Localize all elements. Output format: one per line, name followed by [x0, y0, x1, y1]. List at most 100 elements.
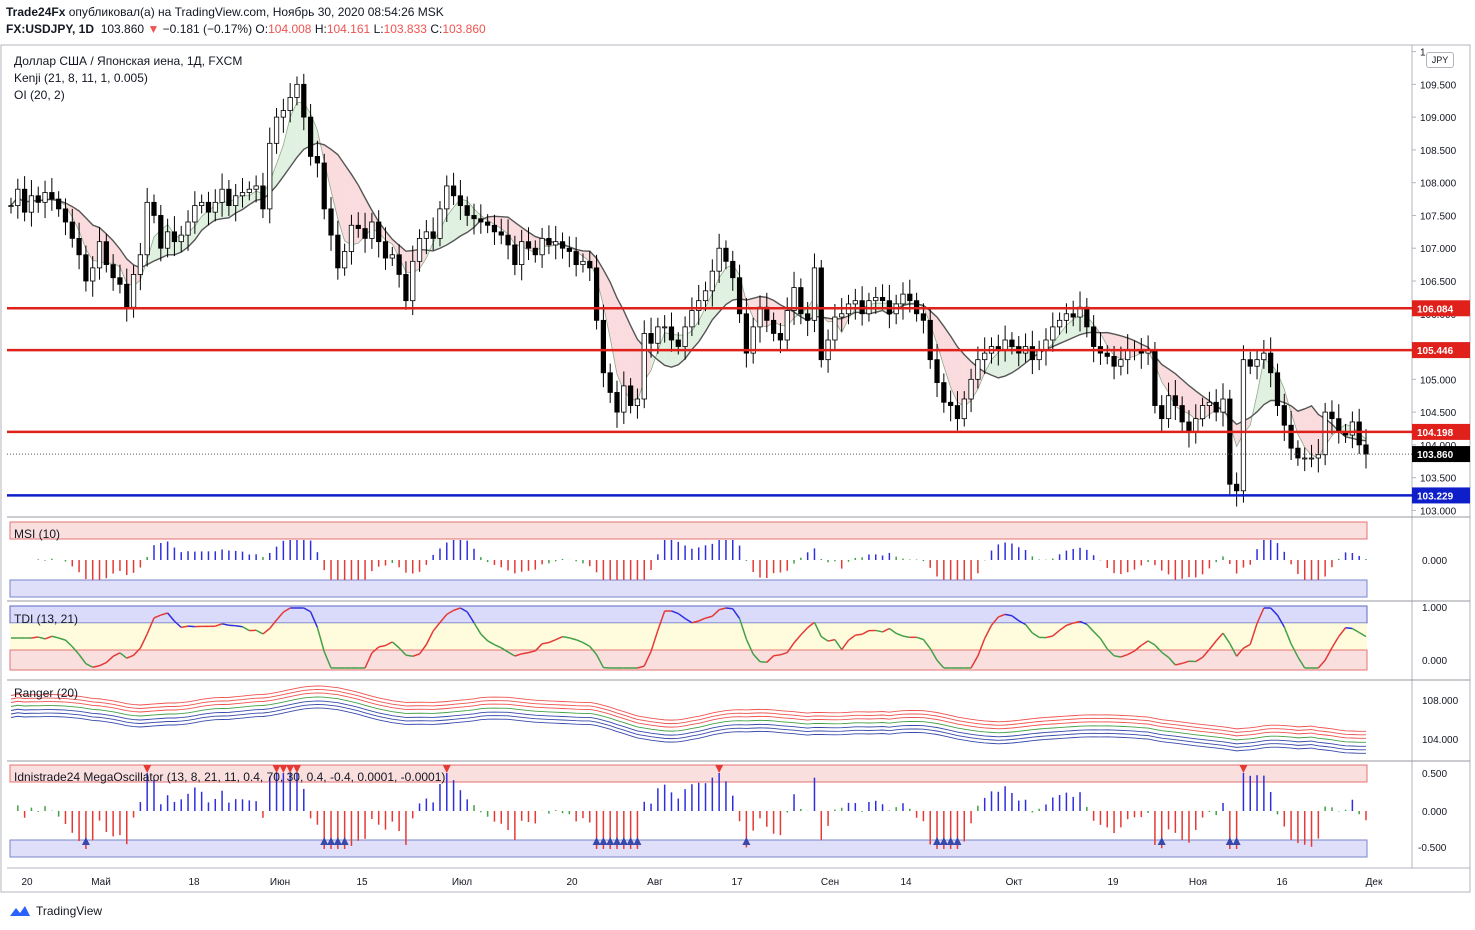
- tdi-line-segment: [1331, 636, 1340, 649]
- ma-cloud-segment: [930, 310, 938, 345]
- tdi-line-segment: [922, 639, 931, 650]
- tdi-line-segment: [1236, 647, 1245, 657]
- legend-kenji[interactable]: Kenji (21, 8, 11, 1, 0.005): [14, 71, 148, 85]
- ma-cloud-segment: [1107, 332, 1115, 356]
- tdi-line-segment: [1106, 648, 1115, 657]
- ma-cloud-segment: [937, 317, 944, 367]
- candle-body: [1268, 352, 1274, 374]
- tdi-line-segment: [1004, 613, 1013, 617]
- tdi-line-segment: [1093, 631, 1101, 640]
- ranger-upper-label: 108.000: [1422, 696, 1459, 707]
- tdi-line-segment: [282, 607, 291, 613]
- tradingview-brand[interactable]: TradingView: [8, 904, 102, 918]
- candle-body: [49, 192, 55, 200]
- candle-body: [151, 201, 157, 216]
- mega-buy-marker-icon: [320, 837, 329, 845]
- legend-title[interactable]: Доллар США / Японская иена, 1Д, FXCM: [14, 54, 243, 68]
- candle-body: [716, 247, 722, 272]
- candle-body: [1050, 326, 1056, 341]
- tdi-line-segment: [1099, 638, 1108, 650]
- ma-cloud-segment: [623, 310, 631, 399]
- tdi-line-segment: [371, 646, 380, 654]
- ranger-band-line: [10, 700, 1367, 747]
- candle-body: [1063, 313, 1070, 321]
- candle-body: [873, 296, 879, 302]
- tradingview-logo-icon: [10, 906, 30, 916]
- tdi-pane-label[interactable]: TDI (13, 21): [14, 612, 79, 626]
- tdi-line-segment: [1358, 631, 1367, 638]
- tdi-line-segment: [936, 659, 945, 669]
- ma-cloud-segment: [1284, 389, 1292, 413]
- candle-body: [1315, 454, 1321, 459]
- tdi-line-segment: [378, 644, 386, 648]
- tdi-line-segment: [895, 632, 904, 637]
- tdi-line-segment: [1161, 651, 1169, 658]
- tdi-line-segment: [970, 655, 979, 669]
- tdi-line-segment: [1127, 650, 1135, 656]
- candle-body: [457, 195, 464, 207]
- ma-cloud-segment: [991, 352, 999, 378]
- tdi-line-segment: [398, 647, 407, 656]
- candle-body: [818, 267, 824, 361]
- tdi-line-segment: [1195, 656, 1203, 663]
- candle-body: [464, 205, 470, 216]
- candle-body: [301, 83, 307, 118]
- time-axis-label: 20: [566, 877, 578, 888]
- time-axis-label: Окт: [1006, 877, 1023, 888]
- tdi-line-segment: [1345, 627, 1353, 630]
- tdi-line-segment: [562, 635, 570, 639]
- candle-body: [430, 231, 436, 239]
- tdi-line-segment: [582, 641, 591, 648]
- tdi-line-segment: [595, 654, 605, 668]
- candle-body: [1220, 398, 1226, 413]
- tdi-line-segment: [160, 612, 168, 616]
- candle-body: [96, 241, 103, 269]
- ranger-pane-label[interactable]: Ranger (20): [14, 686, 79, 700]
- candle-body: [491, 224, 498, 233]
- tdi-line-segment: [99, 661, 107, 667]
- candle-body: [723, 247, 729, 262]
- time-axis-label: Авг: [647, 877, 663, 888]
- candle-body: [76, 237, 82, 256]
- candle-body: [900, 293, 906, 305]
- mega-pane-label[interactable]: Idnistrade24 MegaOscillator (13, 8, 21, …: [14, 770, 446, 784]
- candle-body: [982, 352, 988, 361]
- ma-cloud-segment: [773, 300, 781, 326]
- price-tick-label: 105.000: [1420, 375, 1457, 386]
- candle-body: [777, 333, 784, 341]
- candle-body: [702, 290, 709, 302]
- ma-cloud-segment: [514, 222, 522, 247]
- mega-buy-marker-icon: [81, 837, 90, 845]
- tdi-line-segment: [487, 640, 495, 646]
- tdi-line-segment: [800, 627, 809, 636]
- tdi-line-segment: [643, 651, 652, 667]
- msi-pane-label[interactable]: MSI (10): [14, 527, 61, 541]
- candle-body: [1234, 483, 1240, 492]
- tdi-line-segment: [153, 614, 162, 619]
- msi-upper-zone: [9, 521, 1368, 540]
- mega-buy-marker-icon: [340, 837, 349, 845]
- currency-button[interactable]: JPY: [1426, 52, 1454, 68]
- candle-body: [1186, 421, 1192, 433]
- candle-body: [941, 382, 947, 403]
- tdi-mid-zone: [10, 623, 1367, 650]
- tdi-line-segment: [841, 639, 850, 651]
- tdi-line-segment: [473, 622, 482, 635]
- legend-oi[interactable]: OI (20, 2): [14, 88, 65, 102]
- tdi-line-segment: [998, 613, 1006, 618]
- candle-body: [1302, 457, 1308, 460]
- tdi-line-segment: [1352, 627, 1360, 634]
- ma-cloud-segment: [1005, 345, 1012, 377]
- candle-body: [1152, 349, 1158, 406]
- mega-buy-marker-icon: [599, 837, 608, 845]
- candle-body: [212, 201, 218, 213]
- time-axis-label: 17: [731, 877, 743, 888]
- ranger-band-line: [10, 685, 1367, 732]
- tdi-line-segment: [439, 613, 448, 623]
- candle-body: [280, 110, 286, 118]
- candle-body: [1206, 401, 1213, 406]
- candle-body: [1159, 405, 1165, 420]
- candle-body: [1091, 326, 1097, 347]
- tdi-line-segment: [834, 639, 843, 651]
